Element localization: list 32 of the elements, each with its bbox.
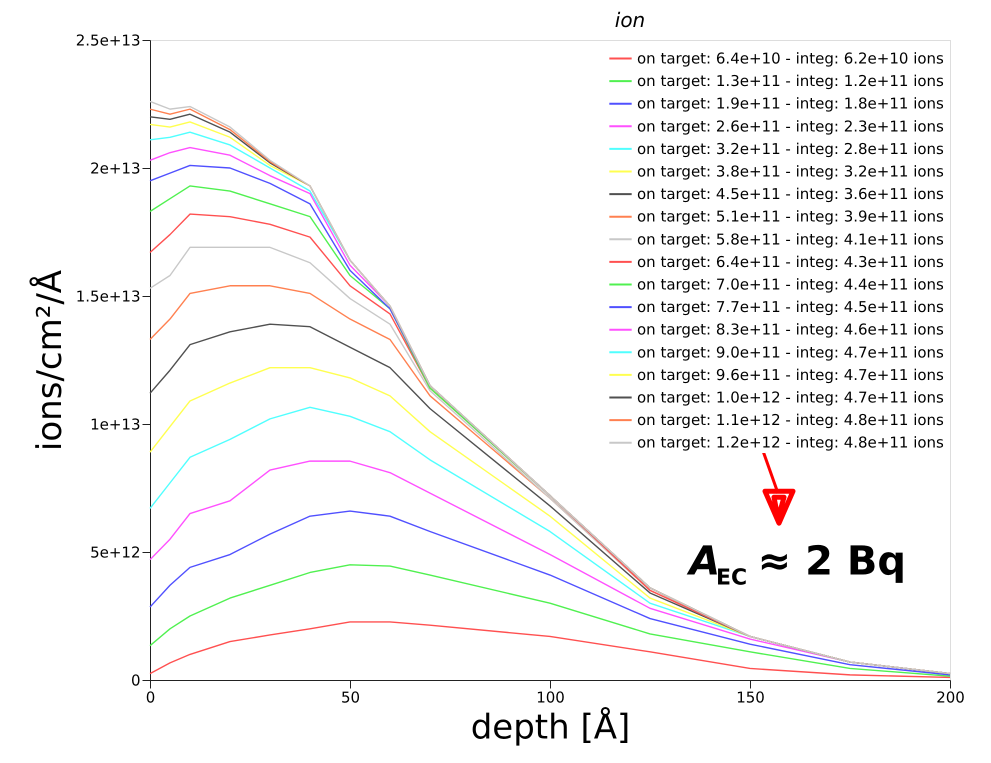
- y-axis-title: ions/cm²/Å: [28, 270, 70, 452]
- x-tick-label: 0: [146, 688, 156, 706]
- legend-label: on target: 3.2e+11 - integ: 2.8e+11 ions: [637, 140, 944, 158]
- y-tick-label: 0: [130, 672, 140, 690]
- legend-label: on target: 7.0e+11 - integ: 4.4e+11 ions: [637, 276, 944, 294]
- legend-label: on target: 9.0e+11 - integ: 4.7e+11 ions: [637, 343, 944, 362]
- legend-label: on target: 2.6e+11 - integ: 2.3e+11 ions: [637, 117, 944, 136]
- legend-label: on target: 1.3e+11 - integ: 1.2e+11 ions: [637, 72, 944, 90]
- legend-label: on target: 6.4e+10 - integ: 6.2e+10 ions: [637, 50, 944, 68]
- x-axis-title: depth [Å]: [470, 706, 630, 748]
- legend-label: on target: 1.2e+12 - integ: 4.8e+11 ions: [637, 434, 944, 452]
- legend-label: on target: 8.3e+11 - integ: 4.6e+11 ions: [637, 320, 944, 339]
- x-tick-label: 50: [340, 688, 360, 706]
- legend-label: on target: 1.1e+12 - integ: 4.8e+11 ions: [637, 411, 944, 430]
- y-tick-label: 2.5e+13: [76, 32, 140, 50]
- legend-label: on target: 1.9e+11 - integ: 1.8e+11 ions: [637, 94, 944, 113]
- x-tick-label: 200: [936, 688, 965, 706]
- y-tick-label: 5e+12: [90, 544, 140, 562]
- legend-label: on target: 4.5e+11 - integ: 3.6e+11 ions: [637, 185, 944, 204]
- y-tick-label: 1.5e+13: [76, 288, 140, 306]
- x-tick-label: 100: [536, 688, 565, 706]
- x-tick-label: 150: [736, 688, 765, 706]
- y-tick-label: 2e+13: [90, 160, 140, 178]
- y-tick-label: 1e+13: [90, 416, 140, 434]
- legend-label: on target: 1.0e+12 - integ: 4.7e+11 ions: [637, 388, 944, 406]
- legend-label: on target: 6.4e+11 - integ: 4.3e+11 ions: [637, 252, 944, 271]
- legend-label: on target: 5.1e+11 - integ: 3.9e+11 ions: [637, 208, 944, 226]
- legend-label: on target: 7.7e+11 - integ: 4.5e+11 ions: [637, 298, 944, 316]
- chart-title: ion: [614, 8, 646, 32]
- legend-label: on target: 9.6e+11 - integ: 4.7e+11 ions: [637, 366, 944, 384]
- legend-label: on target: 3.8e+11 - integ: 3.2e+11 ions: [637, 162, 944, 180]
- legend-label: on target: 5.8e+11 - integ: 4.1e+11 ions: [637, 230, 944, 248]
